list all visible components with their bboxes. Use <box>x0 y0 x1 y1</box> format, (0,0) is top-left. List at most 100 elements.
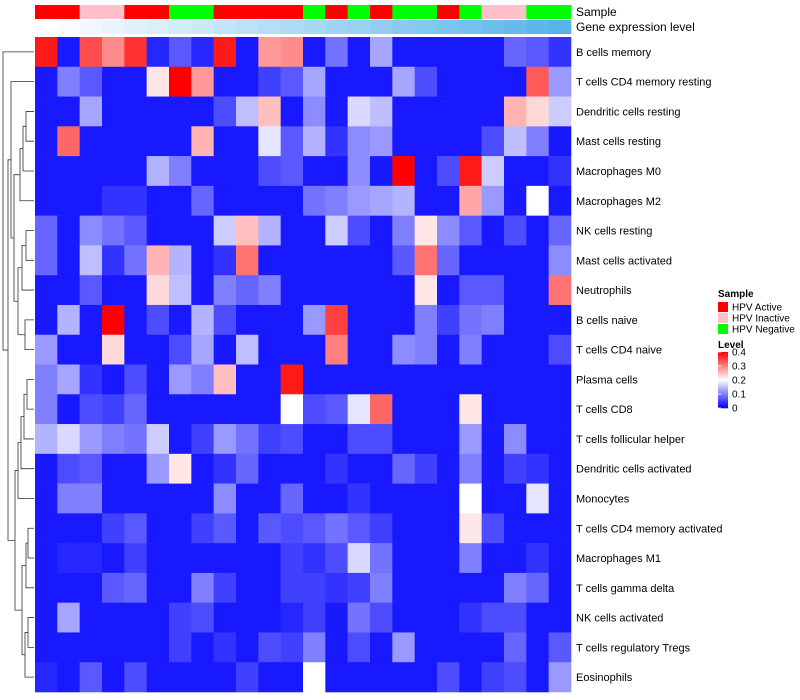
heatmap-cell <box>303 37 326 68</box>
heatmap-cell <box>169 245 192 276</box>
heatmap-cell <box>347 185 371 216</box>
level-colorbar-step <box>718 401 728 403</box>
level-colorbar-step <box>718 371 728 373</box>
heatmap-cell <box>124 66 147 97</box>
level-colorbar-step <box>718 375 728 377</box>
heatmap-cell <box>481 96 505 127</box>
row-label: Neutrophils <box>576 285 632 297</box>
heatmap-cell <box>347 662 371 693</box>
heatmap-cell <box>35 543 58 574</box>
heatmap-cell <box>280 543 304 574</box>
heatmap-cell <box>325 453 348 484</box>
level-colorbar-step <box>718 404 728 406</box>
heatmap-cell <box>191 453 214 484</box>
heatmap-cell <box>102 483 125 514</box>
heatmap-cell <box>236 543 259 574</box>
heatmap-cell <box>347 453 371 484</box>
heatmap-cell <box>258 572 281 603</box>
heatmap-cell <box>437 572 460 603</box>
heatmap-cell <box>258 453 281 484</box>
level-colorbar-step <box>718 395 728 397</box>
sample-annotation-cell <box>303 5 326 19</box>
heatmap-cell <box>325 513 348 544</box>
dendrogram-branch <box>10 81 34 239</box>
heatmap-cell <box>146 424 170 455</box>
heatmap-cell <box>459 185 482 216</box>
heatmap-cell <box>280 394 304 425</box>
dendrogram-branch <box>27 527 34 559</box>
gene-expression-annotation-cell <box>325 20 348 34</box>
heatmap-cell <box>280 126 304 157</box>
heatmap-cell <box>526 215 549 246</box>
heatmap-cell <box>392 66 415 97</box>
gene-expression-annotation-cell <box>526 20 549 34</box>
heatmap-cell <box>437 364 460 395</box>
heatmap-cell <box>191 394 214 425</box>
heatmap-cell <box>213 245 237 276</box>
heatmap-cell <box>236 483 259 514</box>
heatmap-cell <box>79 66 103 97</box>
heatmap-cell <box>102 96 125 127</box>
heatmap-cell <box>79 662 103 693</box>
heatmap-cell <box>102 275 125 306</box>
heatmap-cell <box>548 185 572 216</box>
heatmap-cell <box>526 275 549 306</box>
sample-annotation-cell <box>414 5 438 19</box>
heatmap-cell <box>213 602 237 633</box>
heatmap-cell <box>124 156 147 187</box>
heatmap-cell <box>258 37 281 68</box>
heatmap-cell <box>325 66 348 97</box>
heatmap-cell <box>213 304 237 336</box>
sample-annotation-cell <box>437 5 460 19</box>
dendrogram-branch <box>25 230 34 261</box>
heatmap-cell <box>370 304 393 336</box>
heatmap-cell <box>169 37 192 68</box>
heatmap-cell <box>169 424 192 455</box>
heatmap-cell <box>57 513 80 544</box>
heatmap-cell <box>548 245 572 276</box>
heatmap-cell <box>258 245 281 276</box>
level-colorbar-step <box>718 407 728 409</box>
gene-expression-annotation-cell <box>303 20 326 34</box>
heatmap-cell <box>526 394 549 425</box>
heatmap-cell <box>79 334 103 365</box>
heatmap-cell <box>236 185 259 216</box>
dendrogram-branch <box>21 245 34 291</box>
heatmap-cell <box>146 66 170 97</box>
level-colorbar-step <box>718 370 728 372</box>
heatmap-cell <box>35 304 58 336</box>
heatmap-cell <box>79 543 103 574</box>
heatmap-cell <box>504 96 527 127</box>
dendrogram-branch <box>25 542 34 589</box>
heatmap-cell <box>35 662 58 693</box>
sample-legend-swatch <box>718 302 728 312</box>
heatmap-cell <box>57 275 80 306</box>
heatmap-cell <box>146 513 170 544</box>
heatmap-cell <box>392 662 415 693</box>
heatmap-cell <box>102 543 125 574</box>
heatmap-cell <box>414 364 438 395</box>
heatmap-cell <box>146 37 170 68</box>
heatmap-cell <box>236 245 259 276</box>
heatmap-cell <box>35 453 58 484</box>
heatmap-cell <box>459 334 482 365</box>
heatmap-cell <box>57 96 80 127</box>
level-colorbar-step <box>718 406 728 408</box>
heatmap-cell <box>35 364 58 395</box>
heatmap-cell <box>504 513 527 544</box>
heatmap-cell <box>236 394 259 425</box>
heatmap-cell <box>392 483 415 514</box>
gene-expression-annotation-cell <box>370 20 393 34</box>
heatmap-cell <box>437 513 460 544</box>
heatmap-cell <box>303 185 326 216</box>
heatmap-cell <box>392 304 415 336</box>
heatmap-cell <box>481 602 505 633</box>
level-colorbar-step <box>718 398 728 400</box>
level-colorbar-step <box>718 381 728 383</box>
heatmap-cell <box>102 632 125 663</box>
heatmap-cell <box>303 483 326 514</box>
heatmap-cell <box>146 275 170 306</box>
heatmap-cell <box>347 304 371 336</box>
gene-expression-annotation-cell <box>258 20 281 34</box>
row-label: Dendritic cells resting <box>576 106 681 118</box>
